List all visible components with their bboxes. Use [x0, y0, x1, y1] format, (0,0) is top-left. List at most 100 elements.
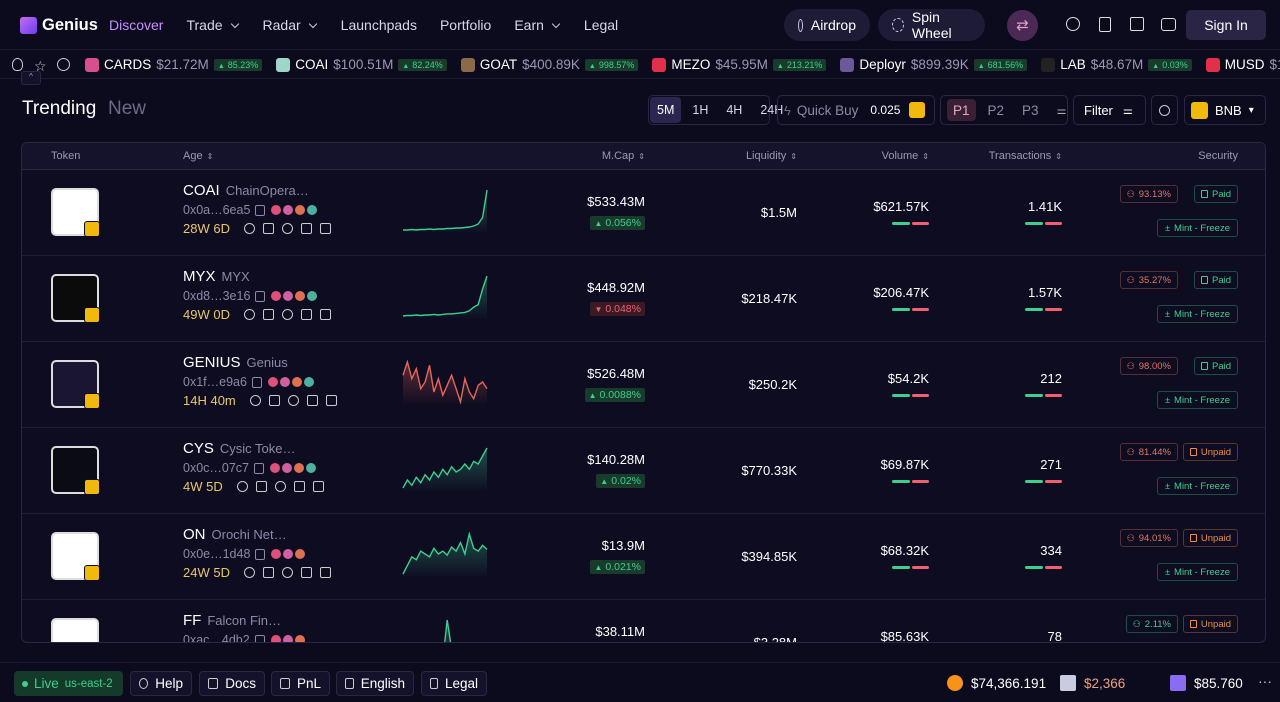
tab-new[interactable]: New [108, 98, 147, 119]
x-link-icon[interactable] [262, 223, 274, 234]
translate-icon[interactable] [319, 309, 331, 320]
footer-link[interactable]: PnL [271, 671, 330, 696]
translate-icon[interactable] [319, 567, 331, 578]
preset-option[interactable]: P3 [1022, 102, 1039, 118]
translate-icon[interactable] [319, 223, 331, 234]
nav-link[interactable]: Trade [186, 17, 239, 33]
token-row[interactable]: MYX MYX 0xd8…3e16 49W 0D $448.92M ▼ 0.048% $218… [22, 256, 1265, 342]
website-icon[interactable] [274, 481, 286, 492]
translate-icon[interactable] [325, 395, 337, 406]
token-row[interactable]: GENIUS Genius 0x1f…e9a6 14H 40m $526.48M ▲ 0.0… [22, 342, 1265, 428]
chain-select[interactable]: BNB ▾ [1184, 95, 1266, 125]
tab-trending[interactable]: Trending [22, 98, 97, 119]
ticker-item[interactable]: COAI $100.51M ▲ 82.24% [276, 57, 447, 72]
column-header[interactable]: Liquidity ⇕ [746, 150, 797, 162]
website-icon[interactable] [281, 567, 293, 578]
sign-in-button[interactable]: Sign In [1186, 10, 1266, 40]
quick-buy[interactable]: ϟ Quick Buy 0.025 [777, 95, 935, 125]
copy-icon[interactable] [255, 548, 266, 560]
search-icon[interactable] [1066, 17, 1080, 31]
token-address[interactable]: 0xd8…3e16 [183, 289, 251, 303]
footer-link[interactable]: English [336, 671, 414, 696]
filter-button[interactable]: Filter ⚌ [1073, 95, 1146, 125]
time-option[interactable]: 4H [726, 103, 743, 117]
copy-icon[interactable] [255, 290, 266, 302]
search-icon[interactable] [236, 481, 248, 492]
more-button[interactable]: ··· [1258, 673, 1272, 689]
token-row[interactable]: CYS Cysic Toke… 0x0c…07c7 4W 5D $140.28M ▲ 0.0… [22, 428, 1265, 514]
footer-link[interactable]: Help [130, 671, 192, 696]
token-address[interactable]: 0x0a…6ea5 [183, 203, 251, 217]
token-address[interactable]: 0x0c…07c7 [183, 461, 250, 475]
nav-link[interactable]: Launchpads [341, 17, 417, 33]
token-address[interactable]: 0x0e…1d48 [183, 547, 251, 561]
footer-link[interactable]: Docs [199, 671, 265, 696]
search-button[interactable] [1151, 95, 1178, 125]
gift-icon[interactable] [1130, 17, 1144, 31]
nav-link[interactable]: Discover [109, 17, 163, 33]
telegram-icon[interactable] [293, 481, 305, 492]
token-row[interactable]: FF Falcon Fin… 0xac…4db2 $38.11M $3.28M $85.6… [22, 600, 1265, 643]
nav-link[interactable]: Portfolio [440, 17, 491, 33]
copy-icon[interactable] [255, 204, 266, 216]
quick-buy-amount[interactable]: 0.025 [870, 103, 901, 117]
column-header[interactable]: Transactions ⇕ [989, 150, 1062, 162]
column-header[interactable]: Age ⇕ [183, 150, 213, 162]
translate-icon[interactable] [312, 481, 324, 492]
ticker-symbol: CARDS [104, 57, 152, 72]
holders-value: 94.01% [1138, 532, 1171, 544]
ticker-item[interactable]: MEZO $45.95M ▲ 213.21% [652, 57, 827, 72]
swap-button[interactable]: ⇄ [1007, 10, 1038, 41]
token-address[interactable]: 0x1f…e9a6 [183, 375, 247, 389]
search-icon[interactable] [243, 223, 255, 234]
clipboard-icon[interactable] [1099, 17, 1111, 32]
website-icon[interactable] [281, 309, 293, 320]
clock-icon[interactable] [57, 58, 70, 71]
ticker-item[interactable]: MUSD $19.13M [1205, 57, 1280, 72]
ticker-item[interactable]: Deployr $899.39K ▲ 681.56% [840, 57, 1028, 72]
copy-icon[interactable] [251, 376, 262, 388]
website-icon[interactable] [287, 395, 299, 406]
column-header[interactable]: M.Cap ⇕ [602, 150, 645, 162]
telegram-icon[interactable] [300, 223, 312, 234]
token-address[interactable]: 0xac…4db2 [183, 633, 250, 643]
live-status[interactable]: Live us-east-2 [14, 671, 123, 696]
preset-option[interactable]: P2 [987, 102, 1005, 118]
search-icon[interactable] [249, 395, 261, 406]
copy-icon[interactable] [254, 462, 265, 474]
spin-button[interactable]: Spin Wheel [878, 9, 985, 41]
time-option[interactable]: 1H [692, 103, 709, 117]
nav-link[interactable]: Radar [263, 17, 318, 33]
ticker-item[interactable]: LAB $48.67M ▲ 0.03% [1041, 57, 1192, 72]
nav-link[interactable]: Earn [514, 17, 561, 33]
ticker-item[interactable]: GOAT $400.89K ▲ 998.57% [460, 57, 639, 72]
token-row[interactable]: ON Orochi Net… 0x0e…1d48 24W 5D $13.9M ▲ 0.021… [22, 514, 1265, 600]
telegram-icon[interactable] [306, 395, 318, 406]
logo[interactable] [20, 17, 37, 34]
fire-icon[interactable] [12, 58, 23, 71]
token-row[interactable]: COAI ChainOpera… 0x0a…6ea5 28W 6D $533.43M ▲ 0… [22, 170, 1265, 256]
time-option[interactable]: 5M [650, 97, 682, 123]
brand[interactable]: Genius [42, 16, 98, 34]
star-icon[interactable]: ☆ [34, 58, 47, 74]
x-link-icon[interactable] [268, 395, 280, 406]
column-header[interactable]: Volume ⇕ [882, 150, 929, 162]
copy-icon[interactable] [254, 634, 265, 642]
collapse-button[interactable]: ^ [21, 71, 41, 85]
airdrop-button[interactable]: Airdrop [784, 9, 870, 41]
website-icon[interactable] [281, 223, 293, 234]
x-link-icon[interactable] [262, 567, 274, 578]
settings-icon[interactable]: ⚌ [1056, 104, 1067, 117]
telegram-icon[interactable] [300, 309, 312, 320]
wallet-icon[interactable] [1161, 18, 1176, 31]
nav-link[interactable]: Legal [584, 17, 618, 33]
telegram-icon[interactable] [300, 567, 312, 578]
preset-option[interactable]: P1 [947, 99, 976, 121]
holders-badge: ⚇ 93.13% [1119, 185, 1178, 203]
search-icon[interactable] [243, 567, 255, 578]
x-link-icon[interactable] [255, 481, 267, 492]
search-icon[interactable] [243, 309, 255, 320]
ticker-item[interactable]: CARDS $21.72M ▲ 85.23% [85, 57, 263, 72]
x-link-icon[interactable] [262, 309, 274, 320]
footer-link[interactable]: Legal [421, 671, 487, 696]
